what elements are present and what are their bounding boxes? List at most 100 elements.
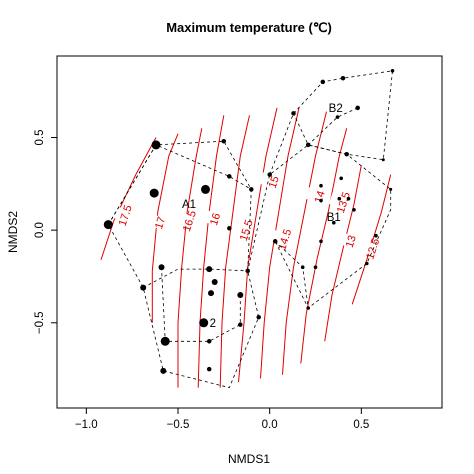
data-point-0 xyxy=(103,220,113,230)
data-point-11 xyxy=(206,266,213,273)
contour-label-gap-10 xyxy=(358,238,387,259)
hull-outline-0 xyxy=(107,140,260,389)
hull-outline-5 xyxy=(269,113,294,175)
y-axis: −0.5 0.0 0.5 xyxy=(34,130,57,334)
data-point-24 xyxy=(320,79,326,85)
point-layer xyxy=(103,69,395,374)
data-point-7 xyxy=(208,290,214,297)
hull-outline-3 xyxy=(107,144,252,225)
contour-label-gap-0 xyxy=(110,205,140,226)
contour-label-gap-3 xyxy=(200,209,229,229)
group-label-0: A1 xyxy=(182,199,196,211)
contour-label-5: 15 xyxy=(267,175,282,190)
data-point-18 xyxy=(206,339,212,344)
hull-outline-7 xyxy=(307,107,358,146)
contour-label-gap-6 xyxy=(270,229,299,250)
data-point-38 xyxy=(332,220,336,225)
x-axis: −1.0 −0.5 0.0 0.5 xyxy=(75,408,369,431)
contour-label-4: 15.5 xyxy=(238,218,256,242)
data-point-37 xyxy=(339,176,344,181)
group-label-3: 2 xyxy=(210,318,216,330)
data-point-17 xyxy=(238,322,243,327)
contour-line-7 xyxy=(282,111,327,375)
contour-label-gap-7 xyxy=(304,187,334,207)
data-point-20 xyxy=(245,268,250,274)
data-point-5 xyxy=(160,336,170,346)
contour-label-gap-9 xyxy=(336,231,365,251)
data-point-12 xyxy=(237,292,244,298)
data-point-27 xyxy=(335,115,340,119)
data-point-16 xyxy=(227,226,232,231)
contour-label-1: 17 xyxy=(153,215,168,230)
data-point-23 xyxy=(305,142,311,148)
data-point-29 xyxy=(344,151,349,157)
data-point-25 xyxy=(340,75,346,81)
data-point-3 xyxy=(201,184,210,194)
data-point-45 xyxy=(381,158,385,162)
data-point-4 xyxy=(199,318,209,328)
data-point-15 xyxy=(249,187,254,192)
data-point-13 xyxy=(221,138,227,144)
y-axis-label: NMDS2 xyxy=(6,211,20,253)
x-tick-label-1: −0.5 xyxy=(167,419,190,431)
data-point-33 xyxy=(319,183,323,188)
group-label-layer: A1 B2 B1 2 xyxy=(182,103,343,330)
group-label-1: B2 xyxy=(329,103,343,115)
data-point-6 xyxy=(160,367,167,374)
y-tick-label-1: 0.0 xyxy=(34,222,46,238)
hull-outline-4 xyxy=(161,267,241,342)
data-point-46 xyxy=(389,187,393,191)
y-tick-label-0: −0.5 xyxy=(34,311,46,334)
contour-line-0 xyxy=(100,137,157,260)
chart-title: Maximum temperature (℃) xyxy=(166,20,332,35)
y-tick-label-2: 0.5 xyxy=(34,130,46,146)
contour-label-gap-2 xyxy=(174,211,204,231)
contour-label-3: 16 xyxy=(208,212,223,227)
data-point-44 xyxy=(365,261,369,266)
data-point-34 xyxy=(319,198,323,203)
data-point-10 xyxy=(140,284,147,291)
data-point-40 xyxy=(319,239,323,244)
data-point-2 xyxy=(149,188,159,198)
data-point-22 xyxy=(291,111,296,116)
x-tick-label-3: 0.5 xyxy=(353,419,369,431)
data-point-1 xyxy=(151,140,161,150)
data-point-42 xyxy=(313,265,318,270)
data-point-9 xyxy=(158,264,165,271)
contour-line-10 xyxy=(351,174,392,305)
contour-line-4 xyxy=(219,115,250,388)
contour-label-2: 16.5 xyxy=(181,209,199,233)
data-point-21 xyxy=(256,314,261,320)
contour-line-5 xyxy=(238,107,278,383)
group-label-2: B1 xyxy=(327,212,341,224)
contour-label-9: 13 xyxy=(344,234,359,249)
data-point-30 xyxy=(267,172,272,177)
contour-line-2 xyxy=(177,128,203,388)
contour-line-8 xyxy=(300,128,348,364)
x-tick-label-2: 0.0 xyxy=(262,419,278,431)
data-point-26 xyxy=(355,105,360,111)
data-point-36 xyxy=(346,196,351,201)
data-point-31 xyxy=(272,239,278,244)
data-point-32 xyxy=(300,265,305,270)
hull-layer xyxy=(107,70,393,389)
data-point-19 xyxy=(206,366,212,372)
plot-frame xyxy=(56,55,443,409)
contour-line-9 xyxy=(324,165,362,342)
data-point-39 xyxy=(352,208,356,212)
contour-line-1 xyxy=(151,133,179,323)
hull-outline-2 xyxy=(293,70,393,161)
data-point-8 xyxy=(211,279,218,285)
x-tick-label-0: −1.0 xyxy=(75,419,98,431)
data-point-14 xyxy=(227,174,232,179)
data-point-28 xyxy=(390,69,395,73)
data-point-41 xyxy=(306,306,311,310)
contour-label-gap-5 xyxy=(259,172,288,192)
data-point-35 xyxy=(337,196,342,201)
data-point-43 xyxy=(374,233,378,238)
contour-label-gap-8 xyxy=(328,192,358,213)
x-axis-label: NMDS1 xyxy=(228,452,270,466)
contour-line-3 xyxy=(197,115,225,388)
